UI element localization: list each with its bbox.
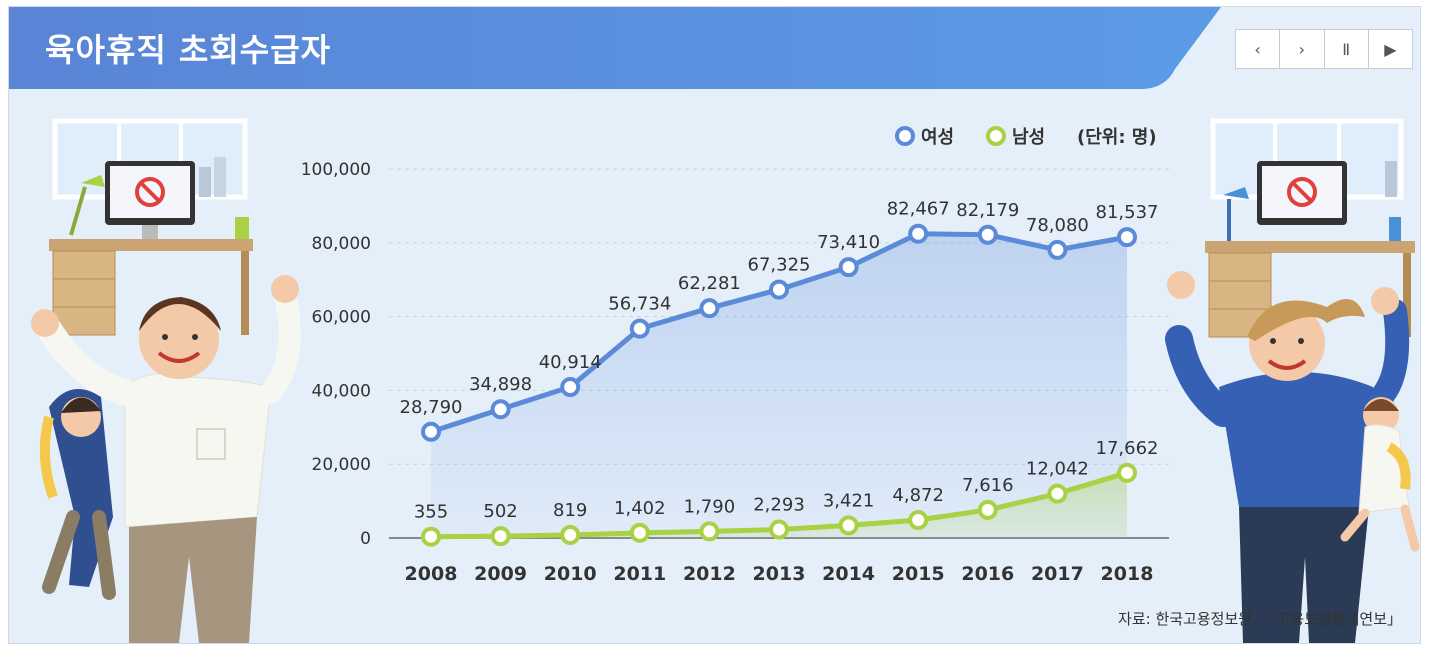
data-point-male: [769, 519, 789, 540]
data-label-female: 67,325: [748, 255, 811, 276]
legend-label-male: 남성: [1012, 127, 1045, 148]
play-icon: ▶: [1384, 39, 1397, 59]
y-tick-label: 80,000: [312, 234, 371, 254]
pause-icon: Ⅱ: [1342, 39, 1351, 59]
legend-marker-female: [895, 126, 915, 146]
data-label-female: 28,790: [400, 397, 463, 418]
y-tick-label: 40,000: [312, 381, 371, 401]
series-area-male: [431, 472, 1127, 538]
x-tick-label: 2009: [474, 563, 527, 585]
data-point-female: [977, 224, 998, 245]
prev-button[interactable]: ‹: [1236, 30, 1281, 68]
x-tick-label: 2018: [1101, 563, 1154, 585]
line-chart: 0 20,000 40,000 60,000 80,000 100,000 2008 2009…: [301, 126, 1169, 585]
data-point-female: [629, 318, 650, 339]
data-point-male: [1047, 483, 1068, 504]
data-label-male: 7,616: [962, 475, 1014, 496]
slide-controls: ‹ › Ⅱ ▶: [1235, 29, 1413, 69]
data-point-female: [421, 421, 441, 442]
data-point-female: [838, 257, 859, 278]
data-point-male: [699, 521, 720, 542]
data-point-female: [490, 399, 511, 420]
data-label-female: 82,467: [887, 199, 950, 220]
series-area-female: [431, 233, 1127, 538]
data-label-female: 73,410: [817, 232, 880, 253]
data-point-male: [977, 499, 998, 520]
x-tick-label: 2017: [1031, 563, 1084, 585]
next-button[interactable]: ›: [1280, 30, 1325, 68]
data-label-female: 81,537: [1096, 202, 1159, 223]
data-label-female: 82,179: [956, 200, 1019, 221]
x-tick-label: 2013: [753, 563, 806, 585]
legend-marker-male: [986, 126, 1006, 146]
data-point-male: [908, 510, 929, 531]
data-point-female: [560, 377, 581, 398]
data-label-male: 12,042: [1026, 459, 1089, 480]
data-label-female: 56,734: [608, 294, 671, 315]
data-point-male: [629, 522, 650, 543]
source-note: 자료: 한국고용정보원, 「고용보험통계연보」: [1118, 610, 1402, 628]
data-point-male: [421, 526, 441, 547]
data-point-female: [699, 298, 720, 319]
data-label-male: 3,421: [823, 490, 875, 511]
x-tick-label: 2011: [613, 563, 666, 585]
data-label-female: 34,898: [469, 374, 532, 395]
data-label-male: 4,872: [892, 485, 944, 506]
x-tick-label: 2016: [961, 563, 1014, 585]
data-label-male: 1,402: [614, 498, 666, 519]
data-label-male: 17,662: [1096, 438, 1159, 459]
data-label-male: 2,293: [753, 495, 805, 516]
chevron-left-icon: ‹: [1254, 39, 1261, 59]
play-button[interactable]: ▶: [1369, 30, 1412, 68]
data-label-male: 355: [414, 502, 448, 523]
data-point-male: [1117, 462, 1137, 483]
legend-unit: (단위: 명): [1077, 127, 1157, 148]
pause-button[interactable]: Ⅱ: [1325, 30, 1369, 68]
data-label-female: 78,080: [1026, 215, 1089, 236]
data-point-female: [769, 279, 789, 300]
data-point-male: [560, 524, 581, 545]
x-tick-label: 2012: [683, 563, 736, 585]
infographic-panel: 육아휴직 초회수급자 ‹ › Ⅱ ▶: [8, 6, 1421, 644]
father-child-illustration: [31, 118, 301, 643]
x-tick-label: 2015: [892, 563, 945, 585]
x-tick-label: 2014: [822, 563, 875, 585]
y-tick-label: 0: [360, 529, 371, 549]
data-label-male: 1,790: [684, 496, 736, 517]
data-point-female: [1047, 239, 1068, 260]
data-label-female: 40,914: [539, 352, 602, 373]
data-label-male: 819: [553, 500, 587, 521]
page-title: 육아휴직 초회수급자: [45, 31, 332, 69]
data-point-male: [490, 526, 511, 547]
data-point-female: [908, 223, 929, 244]
y-tick-label: 100,000: [301, 160, 371, 180]
data-point-female: [1117, 227, 1137, 248]
data-label-male: 502: [483, 501, 517, 522]
legend-label-female: 여성: [921, 127, 954, 148]
title-banner: [9, 7, 1221, 89]
y-tick-label: 20,000: [312, 455, 371, 475]
x-tick-label: 2010: [544, 563, 597, 585]
chevron-right-icon: ›: [1298, 39, 1306, 59]
y-tick-label: 60,000: [312, 308, 371, 328]
x-tick-label: 2008: [405, 563, 458, 585]
data-point-male: [838, 515, 859, 536]
mother-child-illustration: [1165, 118, 1420, 643]
data-label-female: 62,281: [678, 273, 741, 294]
